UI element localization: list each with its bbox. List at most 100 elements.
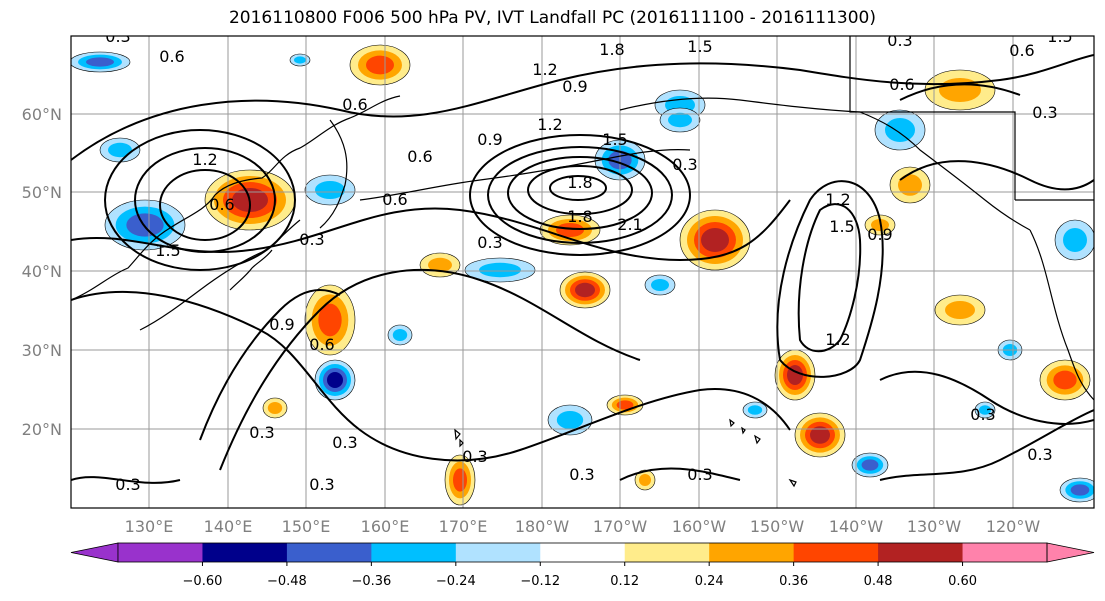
contour-label: 1.8 <box>567 207 592 226</box>
colorbar-tick-label: 0.12 <box>610 574 639 589</box>
colorbar-swatch <box>118 543 203 562</box>
colorbar-tick-label: 0.60 <box>948 574 977 589</box>
contour-label: 0.3 <box>332 433 357 452</box>
contour-label: 0.3 <box>249 423 274 442</box>
latitude-labels: 60°N 50°N 40°N 30°N 20°N <box>22 105 62 439</box>
longitude-label: 170°E <box>439 517 488 536</box>
contour-label: 1.2 <box>537 115 562 134</box>
anomaly-blob <box>1070 484 1090 496</box>
contour-label: 1.5 <box>687 37 712 56</box>
anomaly-blob <box>945 301 975 319</box>
contour-label: 0.3 <box>1032 103 1057 122</box>
gridlines <box>71 36 1094 508</box>
contour-label: 0.3 <box>299 230 324 249</box>
contour-label: 2.1 <box>617 215 642 234</box>
anomaly-blob <box>428 257 452 273</box>
colorbar-swatch <box>709 543 795 562</box>
anomaly-blob <box>366 55 394 75</box>
contour-label: 0.9 <box>269 315 294 334</box>
contour-label: 1.5 <box>1047 27 1072 46</box>
anomaly-blob <box>267 402 283 414</box>
contour-label: 1.2 <box>532 60 557 79</box>
colorbar-swatch <box>624 543 710 562</box>
longitude-label: 130°E <box>125 517 174 536</box>
anomaly-blob <box>327 372 343 388</box>
anomaly-blob <box>1063 228 1087 252</box>
anomaly-blob <box>86 57 114 67</box>
anomaly-blob <box>1053 370 1077 390</box>
contour-label: 0.3 <box>309 475 334 494</box>
contour-label: 1.5 <box>602 130 627 149</box>
colorbar-tick-label: −0.60 <box>183 574 223 589</box>
longitude-label: 160°E <box>361 517 410 536</box>
contour-label: 1.2 <box>192 150 217 169</box>
anomaly-blob <box>747 405 763 415</box>
anomaly-blob <box>108 142 132 158</box>
colorbar-extend-high <box>1046 542 1095 563</box>
longitude-labels: 130°E 140°E 150°E 160°E 170°E 180°W 170°W 160°W… <box>125 517 1041 536</box>
anomaly-blob <box>639 474 651 486</box>
colorbar-tick-label: 0.36 <box>779 574 808 589</box>
contour-label: 0.6 <box>1009 41 1034 60</box>
contour-label: 1.2 <box>825 190 850 209</box>
colorbar-frame <box>117 542 1048 563</box>
contour-label: 0.6 <box>159 47 184 66</box>
contour-label: 1.2 <box>825 330 850 349</box>
latitude-label: 20°N <box>22 420 62 439</box>
chart-title: 2016110800 F006 500 hPa PV, IVT Landfall… <box>228 8 876 28</box>
contour-label: 1.5 <box>155 241 180 260</box>
latitude-label: 30°N <box>22 341 62 360</box>
colorbar-tick-label: −0.36 <box>351 574 391 589</box>
contour-label: 0.3 <box>462 447 487 466</box>
anomaly-blob <box>701 228 729 252</box>
longitude-label: 140°W <box>829 517 884 536</box>
contour-label: 0.6 <box>889 75 914 94</box>
latitude-label: 40°N <box>22 262 62 281</box>
anomaly-blob <box>668 112 692 128</box>
colorbar: −0.60 −0.48 −0.36 −0.24 −0.12 0.12 0.24 0.36 0.4… <box>70 542 1095 589</box>
colorbar-tick-label: 0.24 <box>695 574 724 589</box>
longitude-label: 120°W <box>986 517 1041 536</box>
colorbar-swatch <box>371 543 457 562</box>
anomaly-blob <box>315 181 345 199</box>
contour-label: 1.8 <box>567 173 592 192</box>
latitude-label: 50°N <box>22 183 62 202</box>
contour-label: 0.3 <box>672 155 697 174</box>
contour-labels: 0.30.60.61.20.91.8 1.50.60.60.91.21.51.81… <box>105 27 1072 494</box>
contour-label: 0.3 <box>687 465 712 484</box>
coastlines <box>71 36 1094 488</box>
contour-label: 0.3 <box>887 31 912 50</box>
colorbar-swatch <box>962 543 1048 562</box>
contour-label: 0.6 <box>309 335 334 354</box>
colorbar-extend-low <box>70 542 119 563</box>
colorbar-swatch <box>793 543 879 562</box>
colorbar-tick-label: −0.24 <box>436 574 476 589</box>
longitude-label: 150°W <box>750 517 805 536</box>
colorbar-swatch <box>202 543 288 562</box>
contour-label: 0.3 <box>970 405 995 424</box>
latitude-label: 60°N <box>22 105 62 124</box>
longitude-label: 180°W <box>515 517 570 536</box>
anomaly-blob <box>453 468 467 492</box>
pv-contours <box>71 54 1094 484</box>
contour-label: 0.3 <box>477 233 502 252</box>
contour-label: 1.8 <box>599 40 624 59</box>
anomaly-blob <box>294 56 306 64</box>
longitude-label: 140°E <box>204 517 253 536</box>
colorbar-tick-label: −0.48 <box>267 574 307 589</box>
anomaly-blob <box>810 426 830 444</box>
contour-label: 0.9 <box>562 77 587 96</box>
contour-label: 0.6 <box>407 147 432 166</box>
anomaly-blob <box>885 118 915 142</box>
contour-label: 0.9 <box>867 225 892 244</box>
anomaly-blob <box>392 329 408 341</box>
colorbar-swatch <box>540 543 626 562</box>
colorbar-swatch <box>455 543 541 562</box>
longitude-label: 150°E <box>282 517 331 536</box>
contour-label: 0.6 <box>342 95 367 114</box>
anomaly-blob <box>556 411 584 429</box>
anomaly-blob <box>318 303 342 337</box>
contour-label: 0.6 <box>209 195 234 214</box>
